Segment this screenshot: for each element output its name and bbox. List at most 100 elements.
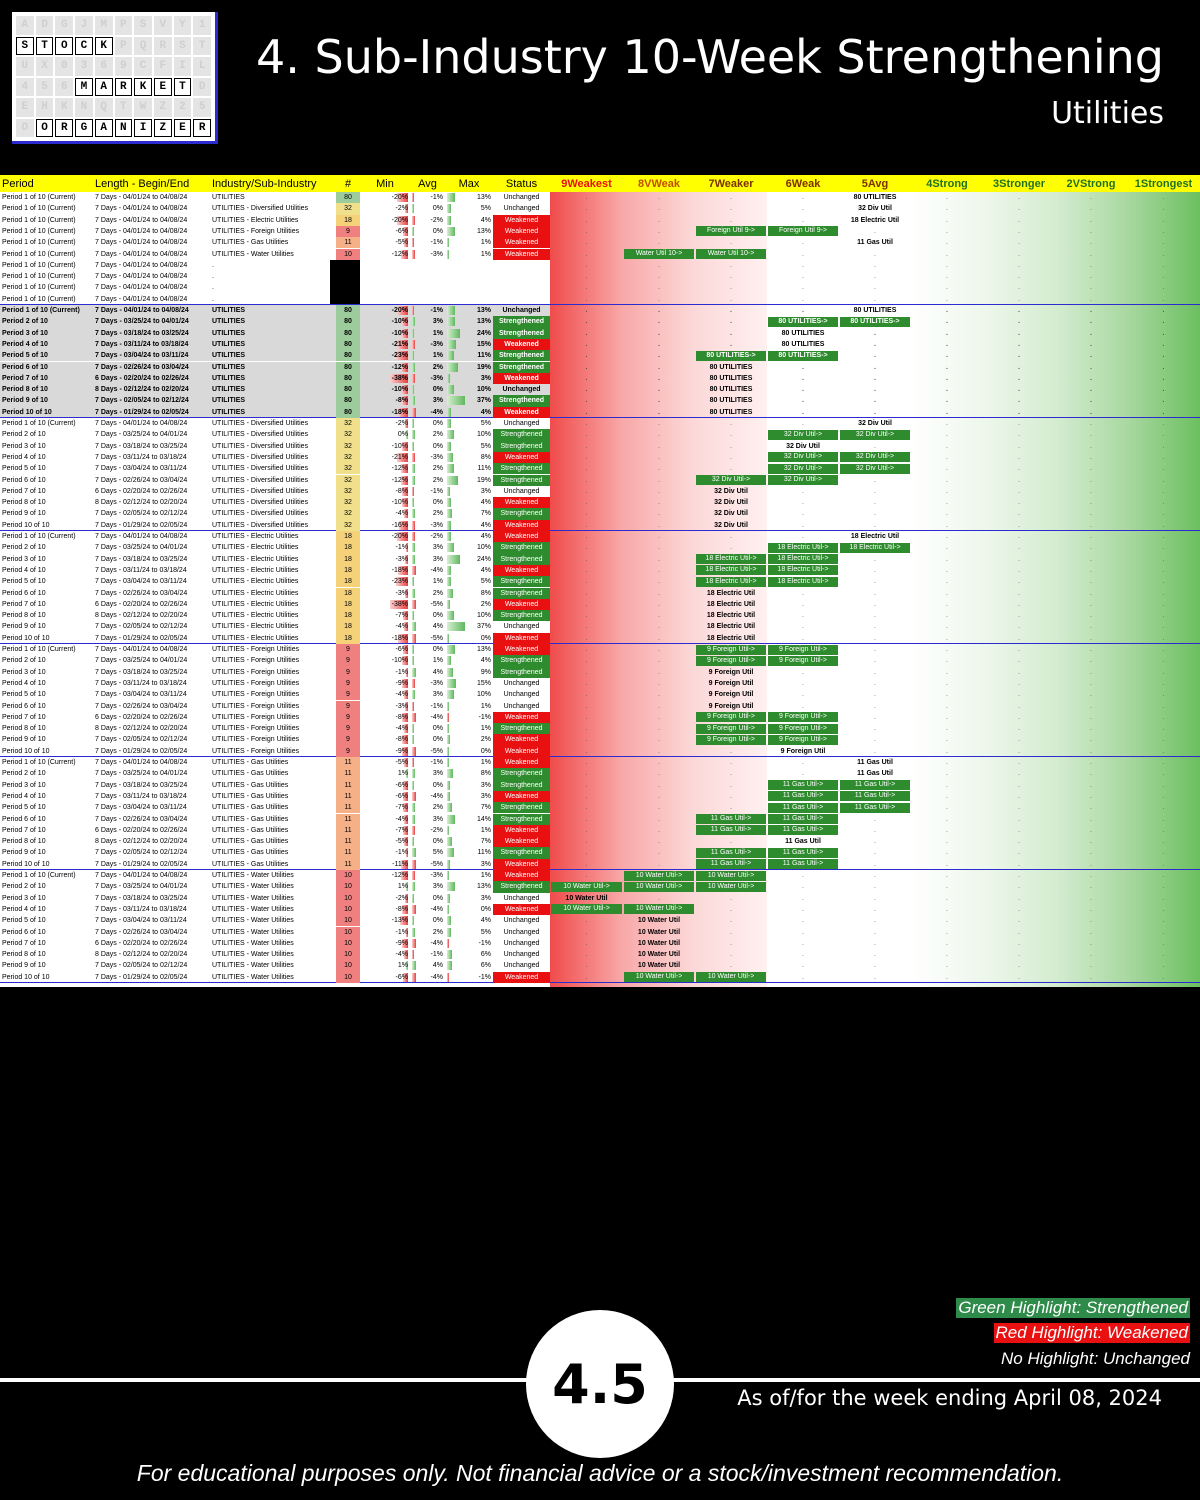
table-cell: 4%	[432, 668, 443, 676]
table-cell: 1%	[397, 962, 408, 970]
value-bar	[412, 543, 416, 553]
table-cell: 24%	[476, 555, 491, 563]
table-cell: 18	[336, 553, 360, 565]
empty-level: .	[1162, 781, 1165, 789]
empty-level: .	[585, 691, 588, 699]
level-move-tag: 18 Electric Util->	[768, 565, 838, 576]
table-cell: -4%	[395, 691, 408, 699]
blank-count-cell	[330, 293, 360, 304]
table-cell: -12%	[391, 363, 408, 371]
empty-level: .	[585, 792, 588, 800]
value-bar	[401, 746, 408, 756]
value-bar	[447, 396, 465, 406]
empty-level: .	[874, 442, 876, 450]
level-tag: 18 Electric Util	[706, 623, 756, 631]
table-cell: Period 9 of 10	[2, 736, 46, 744]
empty-level: .	[730, 905, 732, 913]
value-bar	[412, 667, 416, 677]
table-cell: 10%	[476, 386, 491, 394]
empty-level: .	[730, 634, 732, 642]
table-cell: 9	[336, 734, 360, 746]
empty-level: .	[946, 227, 948, 235]
table-cell: -7%	[395, 826, 408, 834]
empty-level: .	[1090, 928, 1092, 936]
empty-level: .	[1090, 939, 1092, 947]
logo-letter: O	[55, 36, 74, 55]
table-cell: 0%	[480, 905, 491, 913]
table-cell: UTILITIES	[212, 194, 245, 201]
table-cell: UTILITIES - Gas Utilities	[212, 759, 289, 766]
table-cell: -8%	[395, 905, 408, 913]
logo-letter: O	[35, 118, 54, 137]
empty-level: .	[730, 962, 732, 970]
empty-level: .	[946, 239, 948, 247]
empty-level: .	[1018, 849, 1020, 857]
empty-level: .	[585, 634, 588, 642]
value-bar	[447, 927, 452, 937]
status-badge: Strengthened	[493, 542, 550, 554]
empty-level: .	[1090, 917, 1092, 925]
empty-level: .	[1162, 657, 1165, 665]
table-row: Period 8 of 10 8 Days - 02/12/24 to 02/20…	[0, 384, 1200, 396]
table-row: Period 2 of 10 7 Days - 03/25/24 to 04/01…	[0, 881, 1200, 893]
table-cell: 0%	[432, 894, 443, 902]
empty-level: .	[1090, 691, 1092, 699]
value-bar	[412, 554, 416, 564]
value-bar	[412, 916, 414, 926]
value-bar	[412, 385, 414, 395]
empty-level: .	[730, 318, 732, 326]
empty-level: .	[1018, 860, 1020, 868]
empty-level: .	[730, 838, 732, 846]
empty-level: .	[1162, 250, 1165, 258]
table-row: Period 9 of 10 7 Days - 02/05/24 to 02/12…	[0, 395, 1200, 407]
status-badge: Weakened	[493, 564, 550, 577]
empty-level: .	[874, 883, 876, 891]
table-row: Period 7 of 10 6 Days - 02/20/24 to 02/26…	[0, 372, 1200, 385]
level-tag: 32 Div Util	[786, 442, 820, 450]
table-row: Period 1 of 10 (Current) 7 Days - 04/01/2…	[0, 271, 1200, 283]
empty-level: .	[1018, 804, 1020, 812]
empty-level: .	[946, 284, 948, 292]
empty-level: .	[1018, 657, 1020, 665]
empty-level: .	[1162, 453, 1165, 461]
empty-level: .	[874, 578, 876, 586]
empty-level: .	[1090, 951, 1092, 959]
table-cell: 4%	[432, 962, 443, 970]
empty-level: .	[1090, 894, 1092, 902]
table-cell: UTILITIES - Gas Utilities	[212, 770, 289, 778]
level-move-tag: 18 Electric Util->	[696, 554, 766, 565]
status-badge: Weakened	[493, 519, 550, 531]
table-cell: 80	[336, 361, 360, 373]
empty-level: .	[802, 329, 804, 337]
empty-level: .	[585, 533, 588, 540]
empty-level: .	[946, 962, 948, 970]
table-cell: 3%	[432, 883, 443, 891]
table-cell: Period 1 of 10 (Current)	[2, 216, 76, 224]
empty-level: .	[802, 239, 804, 247]
empty-level: .	[585, 566, 588, 574]
table-cell: Period 8 of 10	[2, 499, 46, 507]
value-bar	[447, 916, 451, 926]
empty-level: .	[874, 962, 876, 970]
level-tag: 80 UTILITIES	[709, 386, 753, 394]
table-row: Period 3 of 10 7 Days - 03/18/24 to 03/25…	[0, 779, 1200, 791]
empty-level: .	[1018, 838, 1020, 846]
table-cell: 7 Days - 03/18/24 to 03/25/24	[95, 894, 188, 902]
empty-level: .	[946, 838, 948, 846]
empty-level: .	[658, 465, 660, 473]
empty-level: .	[1162, 713, 1165, 721]
table-cell: 80	[336, 350, 360, 362]
empty-level: .	[730, 295, 732, 303]
table-cell: 32	[336, 508, 360, 520]
value-bar	[412, 972, 416, 982]
table-cell: UTILITIES	[212, 397, 246, 405]
table-cell: -4%	[395, 815, 408, 823]
empty-level: .	[658, 476, 660, 484]
empty-level: .	[1090, 374, 1092, 382]
table-cell: 9	[336, 677, 360, 690]
value-bar	[405, 769, 408, 779]
value-bar	[412, 690, 416, 700]
empty-level: .	[1162, 499, 1165, 507]
empty-level: .	[874, 668, 876, 676]
empty-level: .	[585, 318, 588, 326]
